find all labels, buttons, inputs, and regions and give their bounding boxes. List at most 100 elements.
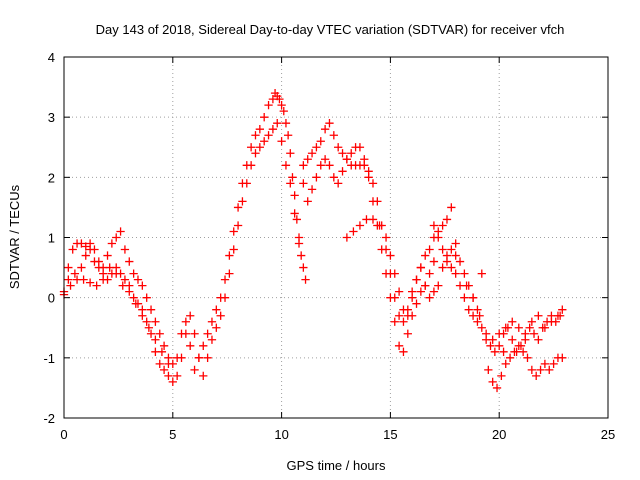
data-point xyxy=(85,278,95,287)
data-point xyxy=(99,275,108,284)
data-point xyxy=(416,287,426,296)
data-point xyxy=(120,245,130,254)
data-point xyxy=(151,335,160,344)
data-point xyxy=(199,371,208,381)
x-tick-label: 15 xyxy=(383,427,397,442)
data-point xyxy=(325,161,334,170)
data-point xyxy=(103,251,112,260)
data-point xyxy=(203,329,212,338)
data-point xyxy=(320,125,330,134)
data-point xyxy=(125,287,134,296)
data-point xyxy=(157,347,167,356)
data-point xyxy=(112,233,121,242)
data-point xyxy=(481,329,491,338)
data-point xyxy=(399,317,408,326)
data-point xyxy=(281,119,291,128)
data-point xyxy=(216,311,225,320)
data-point xyxy=(173,371,182,381)
data-point xyxy=(434,233,443,242)
data-point xyxy=(142,293,151,302)
data-point xyxy=(68,245,77,254)
data-point xyxy=(181,317,191,326)
data-point xyxy=(386,251,395,260)
data-point xyxy=(79,275,88,284)
data-point xyxy=(475,311,484,320)
data-point xyxy=(77,239,86,248)
chart-title: Day 143 of 2018, Sidereal Day-to-day VTE… xyxy=(96,22,565,37)
data-point xyxy=(394,311,404,320)
data-point xyxy=(116,227,125,236)
data-point xyxy=(146,305,156,314)
data-point xyxy=(416,263,426,272)
data-point xyxy=(251,131,260,140)
data-point xyxy=(349,227,358,236)
data-point xyxy=(277,137,286,146)
data-point xyxy=(131,299,140,308)
data-point xyxy=(534,311,543,320)
data-point xyxy=(246,143,256,152)
data-point xyxy=(268,125,278,134)
data-point xyxy=(468,311,478,320)
data-point xyxy=(473,317,482,326)
data-point xyxy=(159,365,169,375)
data-point xyxy=(260,113,269,122)
data-point xyxy=(394,287,404,296)
data-point xyxy=(155,359,164,368)
data-point xyxy=(429,257,439,266)
data-point xyxy=(394,341,404,350)
data-point xyxy=(421,251,430,260)
x-tick-label: 10 xyxy=(274,427,288,442)
data-point xyxy=(255,125,264,134)
y-tick-label: 4 xyxy=(48,50,55,65)
data-point xyxy=(518,347,528,356)
data-point xyxy=(534,335,543,344)
data-point xyxy=(390,317,399,326)
data-point xyxy=(297,251,306,260)
data-point xyxy=(316,161,325,170)
data-point xyxy=(399,347,408,356)
data-point xyxy=(486,341,495,350)
data-point xyxy=(77,263,86,272)
data-point xyxy=(125,257,134,266)
data-point xyxy=(495,329,504,338)
data-point xyxy=(264,131,273,140)
x-tick-label: 25 xyxy=(601,427,615,442)
data-point xyxy=(325,119,334,128)
series-track-d xyxy=(299,119,452,326)
data-point xyxy=(438,245,447,254)
data-point xyxy=(281,161,291,170)
series-outliers xyxy=(447,203,508,356)
data-point xyxy=(558,305,567,314)
data-point xyxy=(399,305,408,314)
data-point xyxy=(501,323,510,332)
data-point xyxy=(294,239,304,248)
data-point xyxy=(549,359,558,368)
data-point xyxy=(199,341,208,350)
data-point xyxy=(118,281,127,290)
data-point xyxy=(488,377,497,387)
data-point xyxy=(425,245,434,254)
data-point xyxy=(288,173,297,182)
data-point xyxy=(529,329,539,338)
data-point xyxy=(207,335,217,344)
data-point xyxy=(299,179,308,188)
data-point xyxy=(508,317,517,326)
data-point xyxy=(255,143,264,152)
data-point xyxy=(105,263,114,272)
series-track-i xyxy=(462,281,567,344)
data-point xyxy=(368,197,378,206)
data-point xyxy=(438,221,447,230)
data-point xyxy=(442,215,452,224)
data-point xyxy=(523,353,532,362)
data-point xyxy=(301,275,310,284)
data-point xyxy=(225,269,234,278)
data-point xyxy=(212,323,221,332)
series-track-f xyxy=(342,215,482,320)
data-point xyxy=(451,269,460,278)
data-point xyxy=(540,323,550,332)
data-point xyxy=(525,323,534,332)
data-point xyxy=(229,227,238,236)
data-point xyxy=(129,269,138,278)
data-point xyxy=(338,167,347,176)
data-point xyxy=(307,185,317,194)
